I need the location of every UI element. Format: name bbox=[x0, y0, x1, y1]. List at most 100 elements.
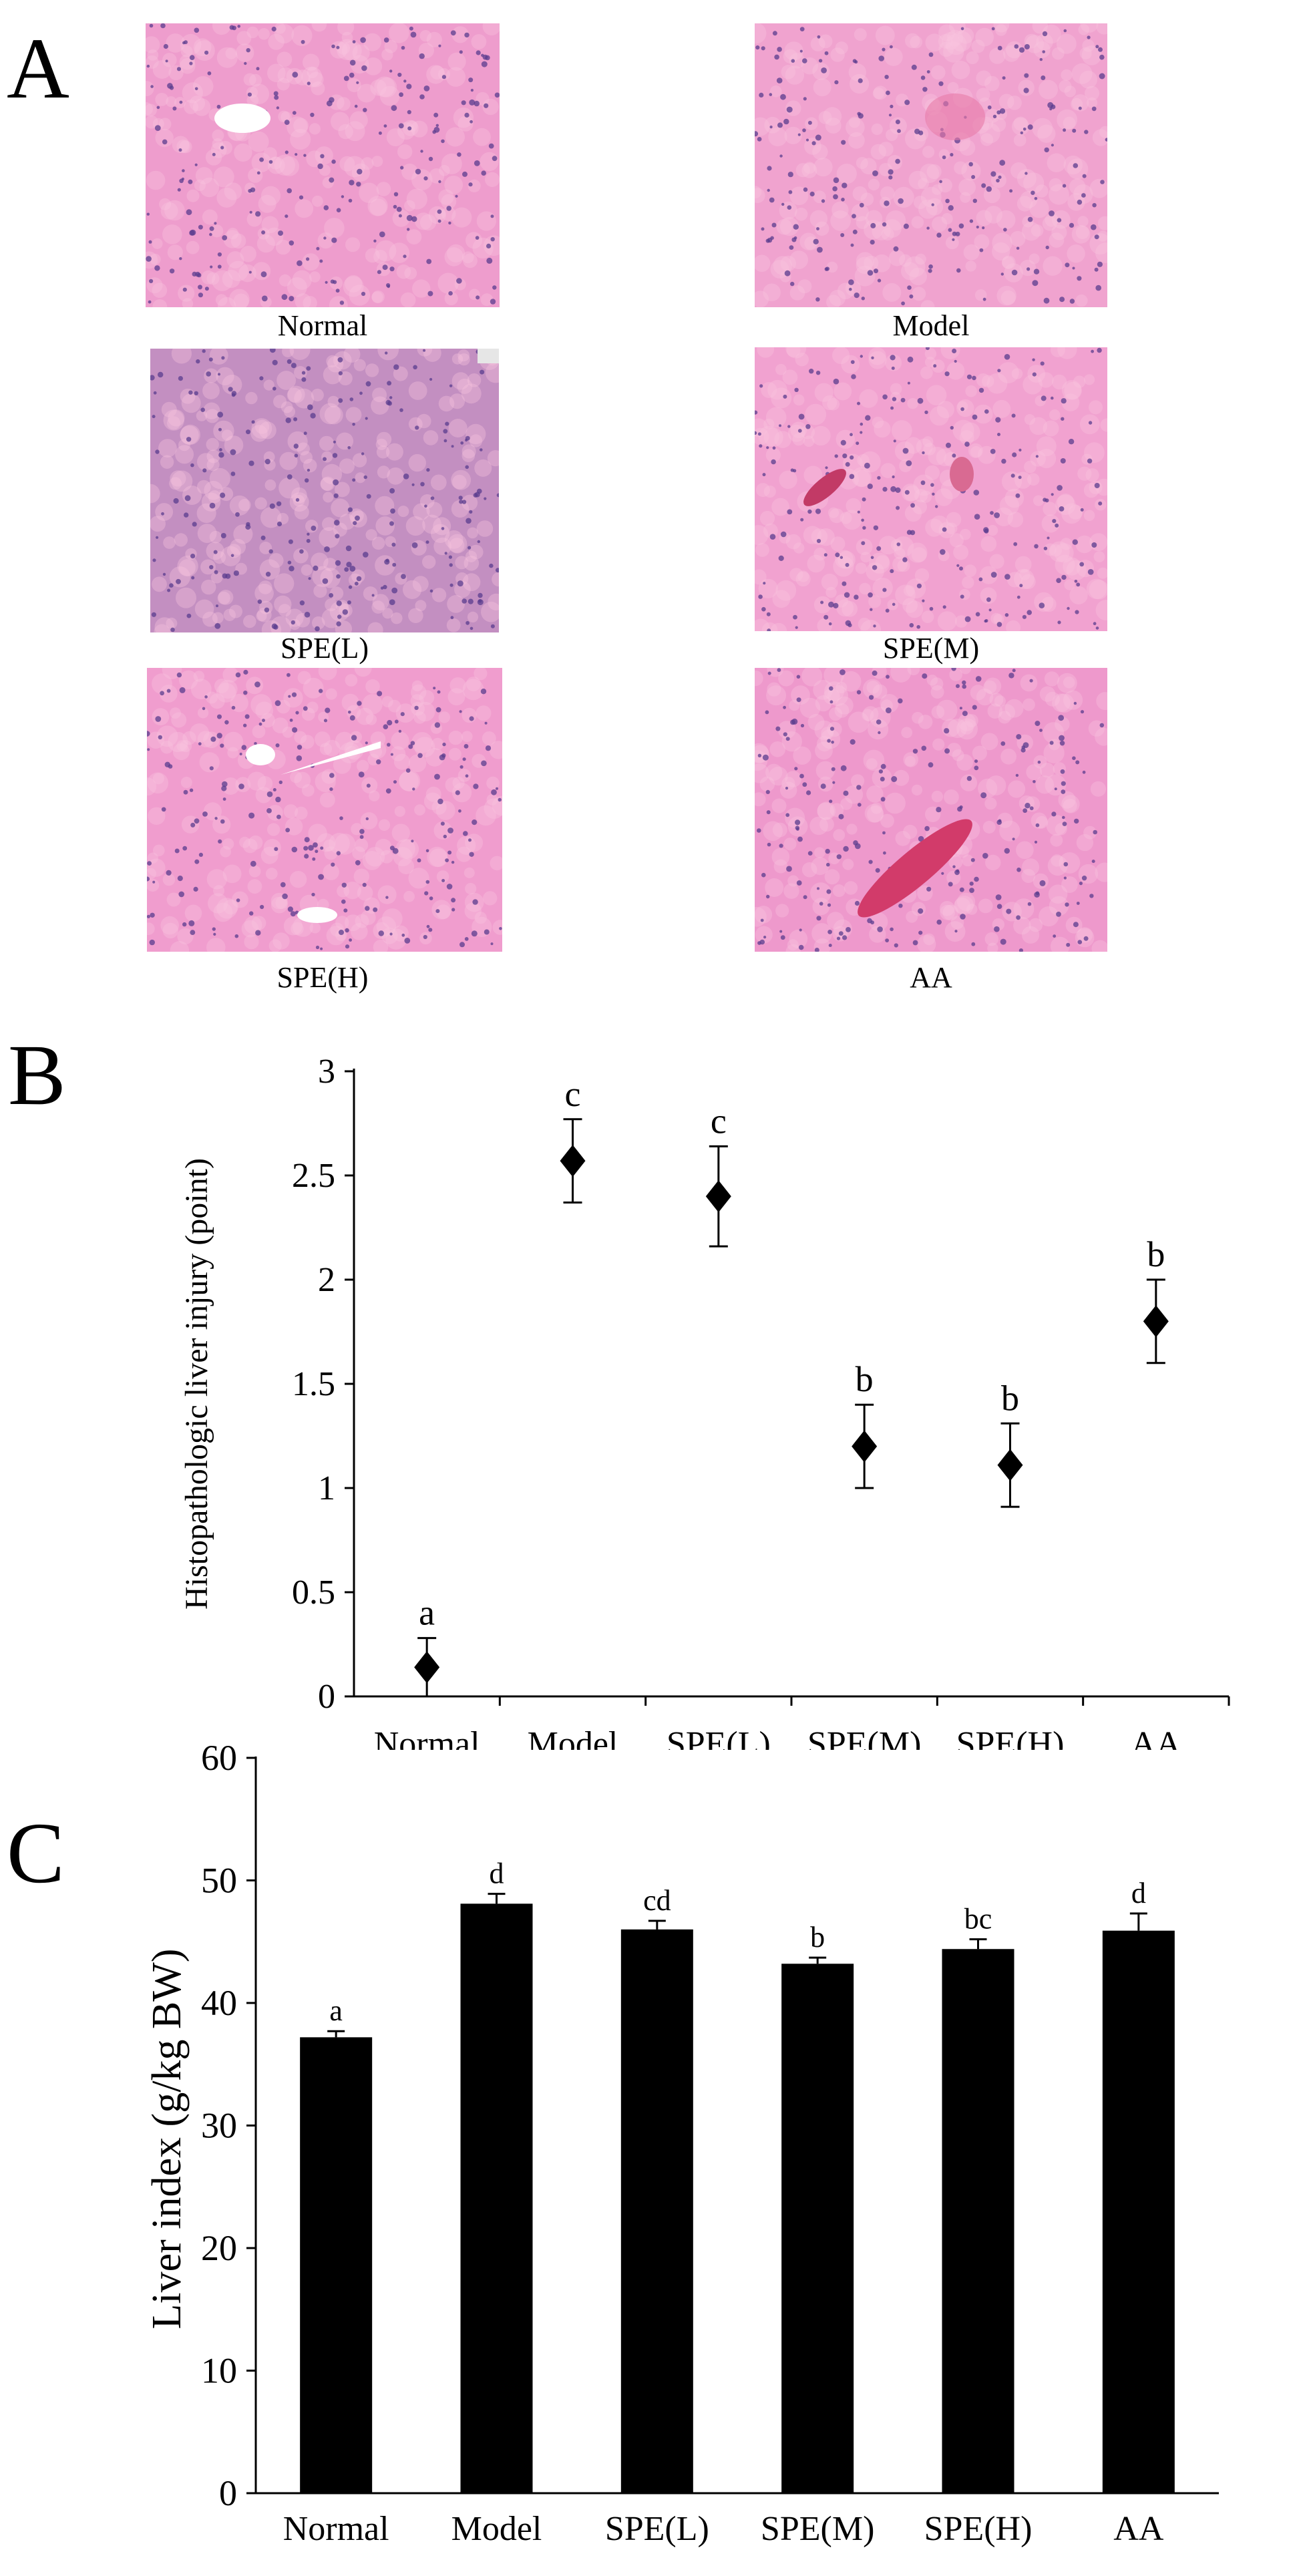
nucleus-dot bbox=[474, 160, 480, 166]
nucleus-dot bbox=[966, 374, 972, 379]
nucleus-dot bbox=[336, 851, 341, 856]
nucleus-dot bbox=[854, 900, 860, 906]
nucleus-dot bbox=[767, 628, 771, 631]
cytoplasm-spot bbox=[371, 290, 385, 304]
nucleus-dot bbox=[158, 735, 162, 740]
nucleus-dot bbox=[787, 172, 793, 178]
cytoplasm-spot bbox=[950, 916, 964, 930]
nucleus-dot bbox=[890, 406, 894, 410]
nucleus-dot bbox=[895, 487, 901, 493]
nucleus-dot bbox=[156, 106, 160, 110]
nucleus-dot bbox=[356, 182, 361, 187]
cytoplasm-spot bbox=[401, 163, 418, 180]
cytoplasm-spot bbox=[163, 536, 176, 549]
cytoplasm-spot bbox=[150, 253, 161, 265]
cytoplasm-spot bbox=[274, 23, 295, 44]
nucleus-dot bbox=[1008, 673, 1014, 679]
nucleus-dot bbox=[841, 198, 845, 202]
nucleus-dot bbox=[956, 564, 960, 567]
cytoplasm-spot bbox=[338, 124, 353, 140]
cytoplasm-spot bbox=[775, 363, 787, 375]
nucleus-dot bbox=[796, 675, 801, 679]
cytoplasm-spot bbox=[909, 267, 927, 286]
cytoplasm-spot bbox=[755, 792, 766, 807]
cytoplasm-spot bbox=[1029, 417, 1048, 435]
cytoplasm-spot bbox=[959, 140, 976, 156]
cytoplasm-spot bbox=[265, 868, 278, 880]
nucleus-dot bbox=[988, 608, 992, 612]
nucleus-dot bbox=[268, 160, 273, 164]
cytoplasm-spot bbox=[827, 721, 842, 737]
cytoplasm-spot bbox=[887, 155, 902, 170]
nucleus-dot bbox=[403, 254, 407, 258]
nucleus-dot bbox=[803, 187, 808, 192]
cytoplasm-spot bbox=[965, 714, 978, 727]
cytoplasm-spot bbox=[381, 908, 403, 929]
nucleus-dot bbox=[878, 731, 881, 735]
cytoplasm-spot bbox=[390, 746, 406, 761]
nucleus-dot bbox=[918, 908, 924, 914]
cytoplasm-spot bbox=[872, 416, 884, 429]
nucleus-dot bbox=[273, 91, 278, 96]
cytoplasm-spot bbox=[859, 389, 878, 408]
nucleus-dot bbox=[194, 163, 198, 166]
cytoplasm-spot bbox=[811, 425, 831, 446]
nucleus-dot bbox=[407, 228, 410, 231]
cytoplasm-spot bbox=[945, 33, 967, 55]
tissue-background bbox=[150, 349, 499, 632]
cytoplasm-spot bbox=[146, 115, 158, 129]
nucleus-dot bbox=[777, 668, 781, 673]
cytoplasm-spot bbox=[1089, 400, 1103, 415]
cytoplasm-spot bbox=[848, 711, 870, 733]
cytoplasm-spot bbox=[759, 510, 775, 526]
nucleus-dot bbox=[276, 814, 281, 819]
cytoplasm-spot bbox=[1020, 190, 1038, 208]
nucleus-dot bbox=[262, 719, 265, 723]
nucleus-dot bbox=[757, 432, 761, 436]
nucleus-dot bbox=[389, 932, 393, 936]
nucleus-dot bbox=[891, 776, 898, 782]
cytoplasm-spot bbox=[772, 590, 791, 608]
nucleus-dot bbox=[473, 783, 479, 789]
nucleus-dot bbox=[1040, 361, 1045, 366]
nucleus-dot bbox=[332, 453, 338, 458]
nucleus-dot bbox=[1072, 266, 1075, 270]
cytoplasm-spot bbox=[415, 701, 435, 722]
cytoplasm-spot bbox=[273, 395, 287, 409]
cytoplasm-spot bbox=[1075, 535, 1093, 554]
cytoplasm-spot bbox=[1095, 600, 1107, 620]
nucleus-dot bbox=[287, 474, 293, 480]
nucleus-dot bbox=[481, 61, 488, 67]
nucleus-dot bbox=[312, 857, 316, 861]
cytoplasm-spot bbox=[376, 182, 391, 196]
cytoplasm-spot bbox=[159, 198, 171, 210]
cytoplasm-spot bbox=[370, 731, 386, 747]
cytoplasm-spot bbox=[276, 51, 293, 67]
nucleus-dot bbox=[829, 686, 833, 691]
cytoplasm-spot bbox=[152, 238, 163, 249]
cytoplasm-spot bbox=[223, 230, 242, 248]
cytoplasm-spot bbox=[809, 210, 828, 228]
nucleus-dot bbox=[984, 409, 989, 414]
nucleus-dot bbox=[484, 103, 489, 108]
cytoplasm-spot bbox=[206, 437, 219, 451]
cytoplasm-spot bbox=[1049, 409, 1061, 421]
cytoplasm-spot bbox=[258, 421, 276, 439]
cytoplasm-spot bbox=[920, 366, 933, 379]
cytoplasm-spot bbox=[214, 679, 229, 694]
nucleus-dot bbox=[204, 695, 208, 699]
cytoplasm-spot bbox=[289, 492, 309, 512]
nucleus-dot bbox=[354, 104, 358, 108]
nucleus-dot bbox=[301, 39, 305, 44]
cytoplasm-spot bbox=[1025, 35, 1044, 53]
cytoplasm-spot bbox=[807, 713, 825, 731]
nucleus-dot bbox=[779, 424, 781, 427]
nucleus-dot bbox=[323, 236, 327, 240]
cytoplasm-spot bbox=[307, 701, 319, 713]
cytoplasm-spot bbox=[433, 517, 451, 536]
nucleus-dot bbox=[885, 938, 889, 942]
nucleus-dot bbox=[274, 847, 278, 852]
nucleus-dot bbox=[1080, 710, 1085, 714]
cytoplasm-spot bbox=[842, 510, 862, 530]
cytoplasm-spot bbox=[755, 427, 769, 445]
